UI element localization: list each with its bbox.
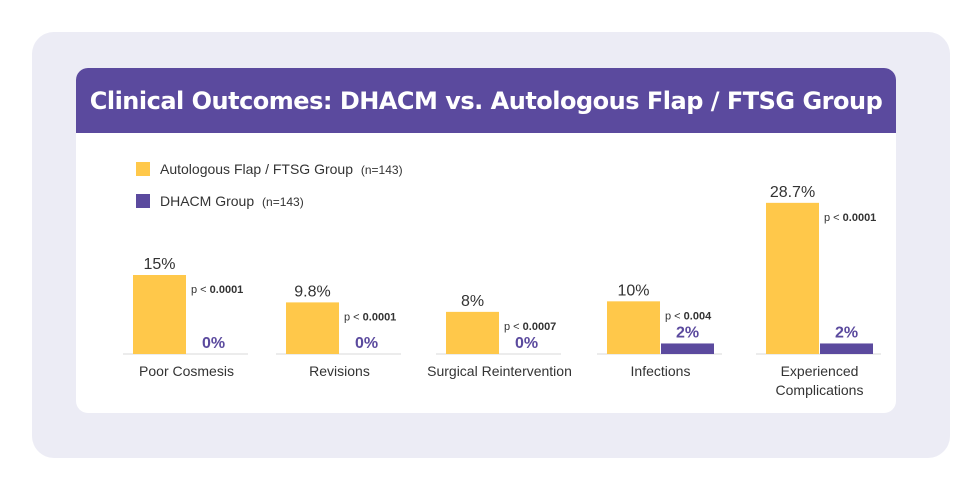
legend-item-autologous: Autologous Flap / FTSG Group (n=143)	[160, 161, 403, 177]
chart-header: Clinical Outcomes: DHACM vs. Autologous …	[76, 68, 896, 133]
value-label-dhacm: 0%	[515, 335, 538, 352]
bar-autologous	[286, 302, 339, 354]
bar-autologous	[446, 311, 499, 354]
category-label: Surgical Reintervention	[427, 363, 572, 379]
chart-card: Clinical Outcomes: DHACM vs. Autologous …	[76, 68, 896, 413]
value-label-dhacm: 0%	[355, 335, 378, 352]
p-value-number: 0.0001	[843, 212, 877, 224]
category-label: Complications	[776, 382, 864, 398]
p-value-label: p < 0.0001	[824, 212, 876, 224]
value-label-autologous: 9.8%	[294, 283, 330, 300]
p-value-prefix: p <	[824, 212, 843, 224]
bar-group: 10% 2% p < 0.004 Infections	[597, 282, 722, 379]
bar-group: 28.7% 2% p < 0.0001 Experienced Complication…	[756, 184, 881, 398]
legend-swatch-dhacm	[136, 194, 150, 208]
legend-label-dhacm: DHACM Group	[160, 193, 254, 209]
bar-group: 15% 0% p < 0.0001 Poor Cosmesis	[123, 256, 248, 379]
legend-label-autologous: Autologous Flap / FTSG Group	[160, 161, 353, 177]
bar-autologous	[133, 275, 186, 354]
value-label-dhacm: 2%	[676, 324, 699, 341]
value-label-autologous: 8%	[461, 293, 484, 310]
legend-n-autologous: (n=143)	[361, 163, 403, 177]
p-value-label: p < 0.0001	[191, 284, 243, 296]
category-label: Revisions	[309, 363, 370, 379]
value-label-autologous: 28.7%	[770, 184, 815, 201]
chart-title: Clinical Outcomes: DHACM vs. Autologous …	[89, 86, 883, 115]
p-value-number: 0.0007	[523, 321, 557, 333]
legend: Autologous Flap / FTSG Group (n=143) DHA…	[136, 161, 403, 209]
bar-chart: Autologous Flap / FTSG Group (n=143) DHA…	[123, 161, 881, 398]
p-value-prefix: p <	[504, 321, 523, 333]
bar-autologous	[766, 202, 819, 354]
p-value-prefix: p <	[191, 284, 210, 296]
value-label-autologous: 15%	[143, 256, 175, 273]
p-value-number: 0.0001	[363, 311, 397, 323]
bar-group: 8% 0% p < 0.0007 Surgical Reintervention	[427, 293, 572, 379]
p-value-label: p < 0.0001	[344, 311, 396, 323]
category-label: Experienced	[781, 363, 859, 379]
legend-swatch-autologous	[136, 162, 150, 176]
p-value-number: 0.004	[684, 310, 712, 322]
category-label: Poor Cosmesis	[139, 363, 234, 379]
legend-n-dhacm: (n=143)	[262, 195, 304, 209]
bar-dhacm	[661, 343, 714, 354]
value-label-dhacm: 2%	[835, 324, 858, 341]
bar-autologous	[607, 301, 660, 354]
value-label-autologous: 10%	[617, 282, 649, 299]
bar-dhacm	[820, 343, 873, 354]
p-value-number: 0.0001	[210, 284, 244, 296]
legend-item-dhacm: DHACM Group (n=143)	[160, 193, 304, 209]
category-label: Infections	[631, 363, 691, 379]
p-value-prefix: p <	[344, 311, 363, 323]
bar-group: 9.8% 0% p < 0.0001 Revisions	[276, 283, 401, 379]
p-value-prefix: p <	[665, 310, 684, 322]
value-label-dhacm: 0%	[202, 335, 225, 352]
p-value-label: p < 0.004	[665, 310, 712, 322]
p-value-label: p < 0.0007	[504, 321, 556, 333]
